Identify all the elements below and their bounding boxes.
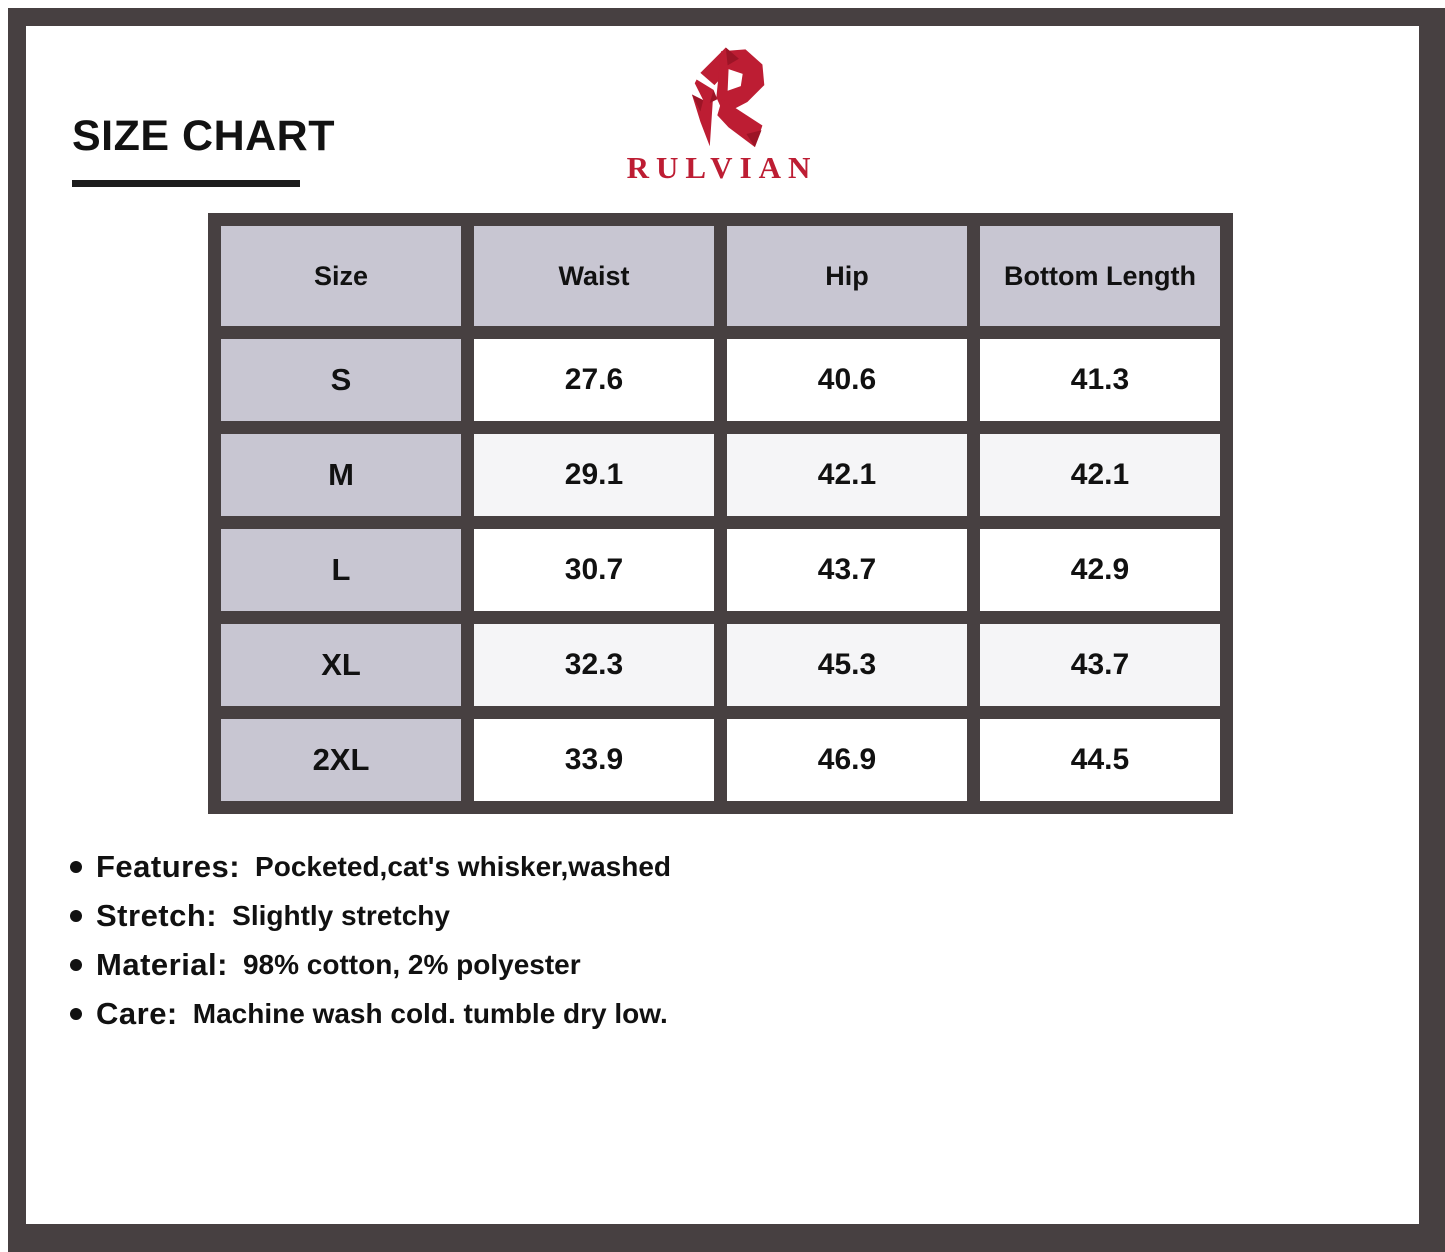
detail-value: Slightly stretchy [232, 899, 450, 931]
bullet-dot-icon [70, 909, 82, 922]
measurement-value: 32.3 [474, 624, 714, 706]
measurement-value: 27.6 [474, 339, 714, 421]
detail-label: Material: [96, 946, 228, 982]
detail-label: Features: [96, 848, 241, 884]
detail-item: Material: 98% cotton, 2% polyester [70, 940, 671, 989]
size-label: S [221, 339, 461, 421]
measurement-value: 43.7 [727, 529, 967, 611]
size-chart-title: SIZE CHART [72, 112, 335, 160]
measurement-value: 42.1 [727, 434, 967, 516]
measurement-value: 45.3 [727, 624, 967, 706]
detail-label: Care: [96, 995, 178, 1031]
size-table: Size Waist Hip Bottom Length S 27.6 40.6 41… [208, 213, 1233, 814]
rulvian-r-logo-icon [691, 47, 765, 148]
column-header-waist: Waist [474, 226, 714, 326]
brand-logo: RULVIAN [562, 40, 882, 186]
table-header-row: Size Waist Hip Bottom Length [221, 226, 1220, 326]
measurement-value: 33.9 [474, 719, 714, 801]
table-row: L 30.7 43.7 42.9 [221, 529, 1220, 611]
detail-value: Pocketed,cat's whisker,washed [255, 850, 672, 882]
table-row: M 29.1 42.1 42.1 [221, 434, 1220, 516]
measurement-value: 30.7 [474, 529, 714, 611]
measurement-value: 44.5 [980, 719, 1220, 801]
detail-item: Care: Machine wash cold. tumble dry low. [70, 989, 671, 1038]
measurement-value: 43.7 [980, 624, 1220, 706]
title-underline [72, 180, 300, 187]
bullet-dot-icon [70, 1007, 82, 1020]
detail-value: 98% cotton, 2% polyester [242, 948, 581, 980]
details-list: Features: Pocketed,cat's whisker,washed St… [70, 842, 671, 1038]
measurement-value: 42.9 [980, 529, 1220, 611]
measurement-value: 41.3 [980, 339, 1220, 421]
size-label: 2XL [221, 719, 461, 801]
detail-label: Stretch: [96, 897, 218, 933]
table-row: S 27.6 40.6 41.3 [221, 339, 1220, 421]
detail-value: Machine wash cold. tumble dry low. [192, 997, 668, 1029]
size-label: XL [221, 624, 461, 706]
detail-item: Stretch: Slightly stretchy [70, 891, 671, 940]
column-header-size: Size [221, 226, 461, 326]
brand-name: RULVIAN [626, 150, 818, 185]
bullet-dot-icon [70, 860, 82, 873]
column-header-bottom-length: Bottom Length [980, 226, 1220, 326]
table-row: XL 32.3 45.3 43.7 [221, 624, 1220, 706]
measurement-value: 42.1 [980, 434, 1220, 516]
size-table-body: S 27.6 40.6 41.3 M 29.1 42.1 42.1 L 30.7 43.7 42.9 X… [221, 339, 1220, 801]
size-label: L [221, 529, 461, 611]
size-label: M [221, 434, 461, 516]
bullet-dot-icon [70, 958, 82, 971]
detail-item: Features: Pocketed,cat's whisker,washed [70, 842, 671, 891]
measurement-value: 46.9 [727, 719, 967, 801]
column-header-hip: Hip [727, 226, 967, 326]
measurement-value: 29.1 [474, 434, 714, 516]
measurement-value: 40.6 [727, 339, 967, 421]
table-row: 2XL 33.9 46.9 44.5 [221, 719, 1220, 801]
